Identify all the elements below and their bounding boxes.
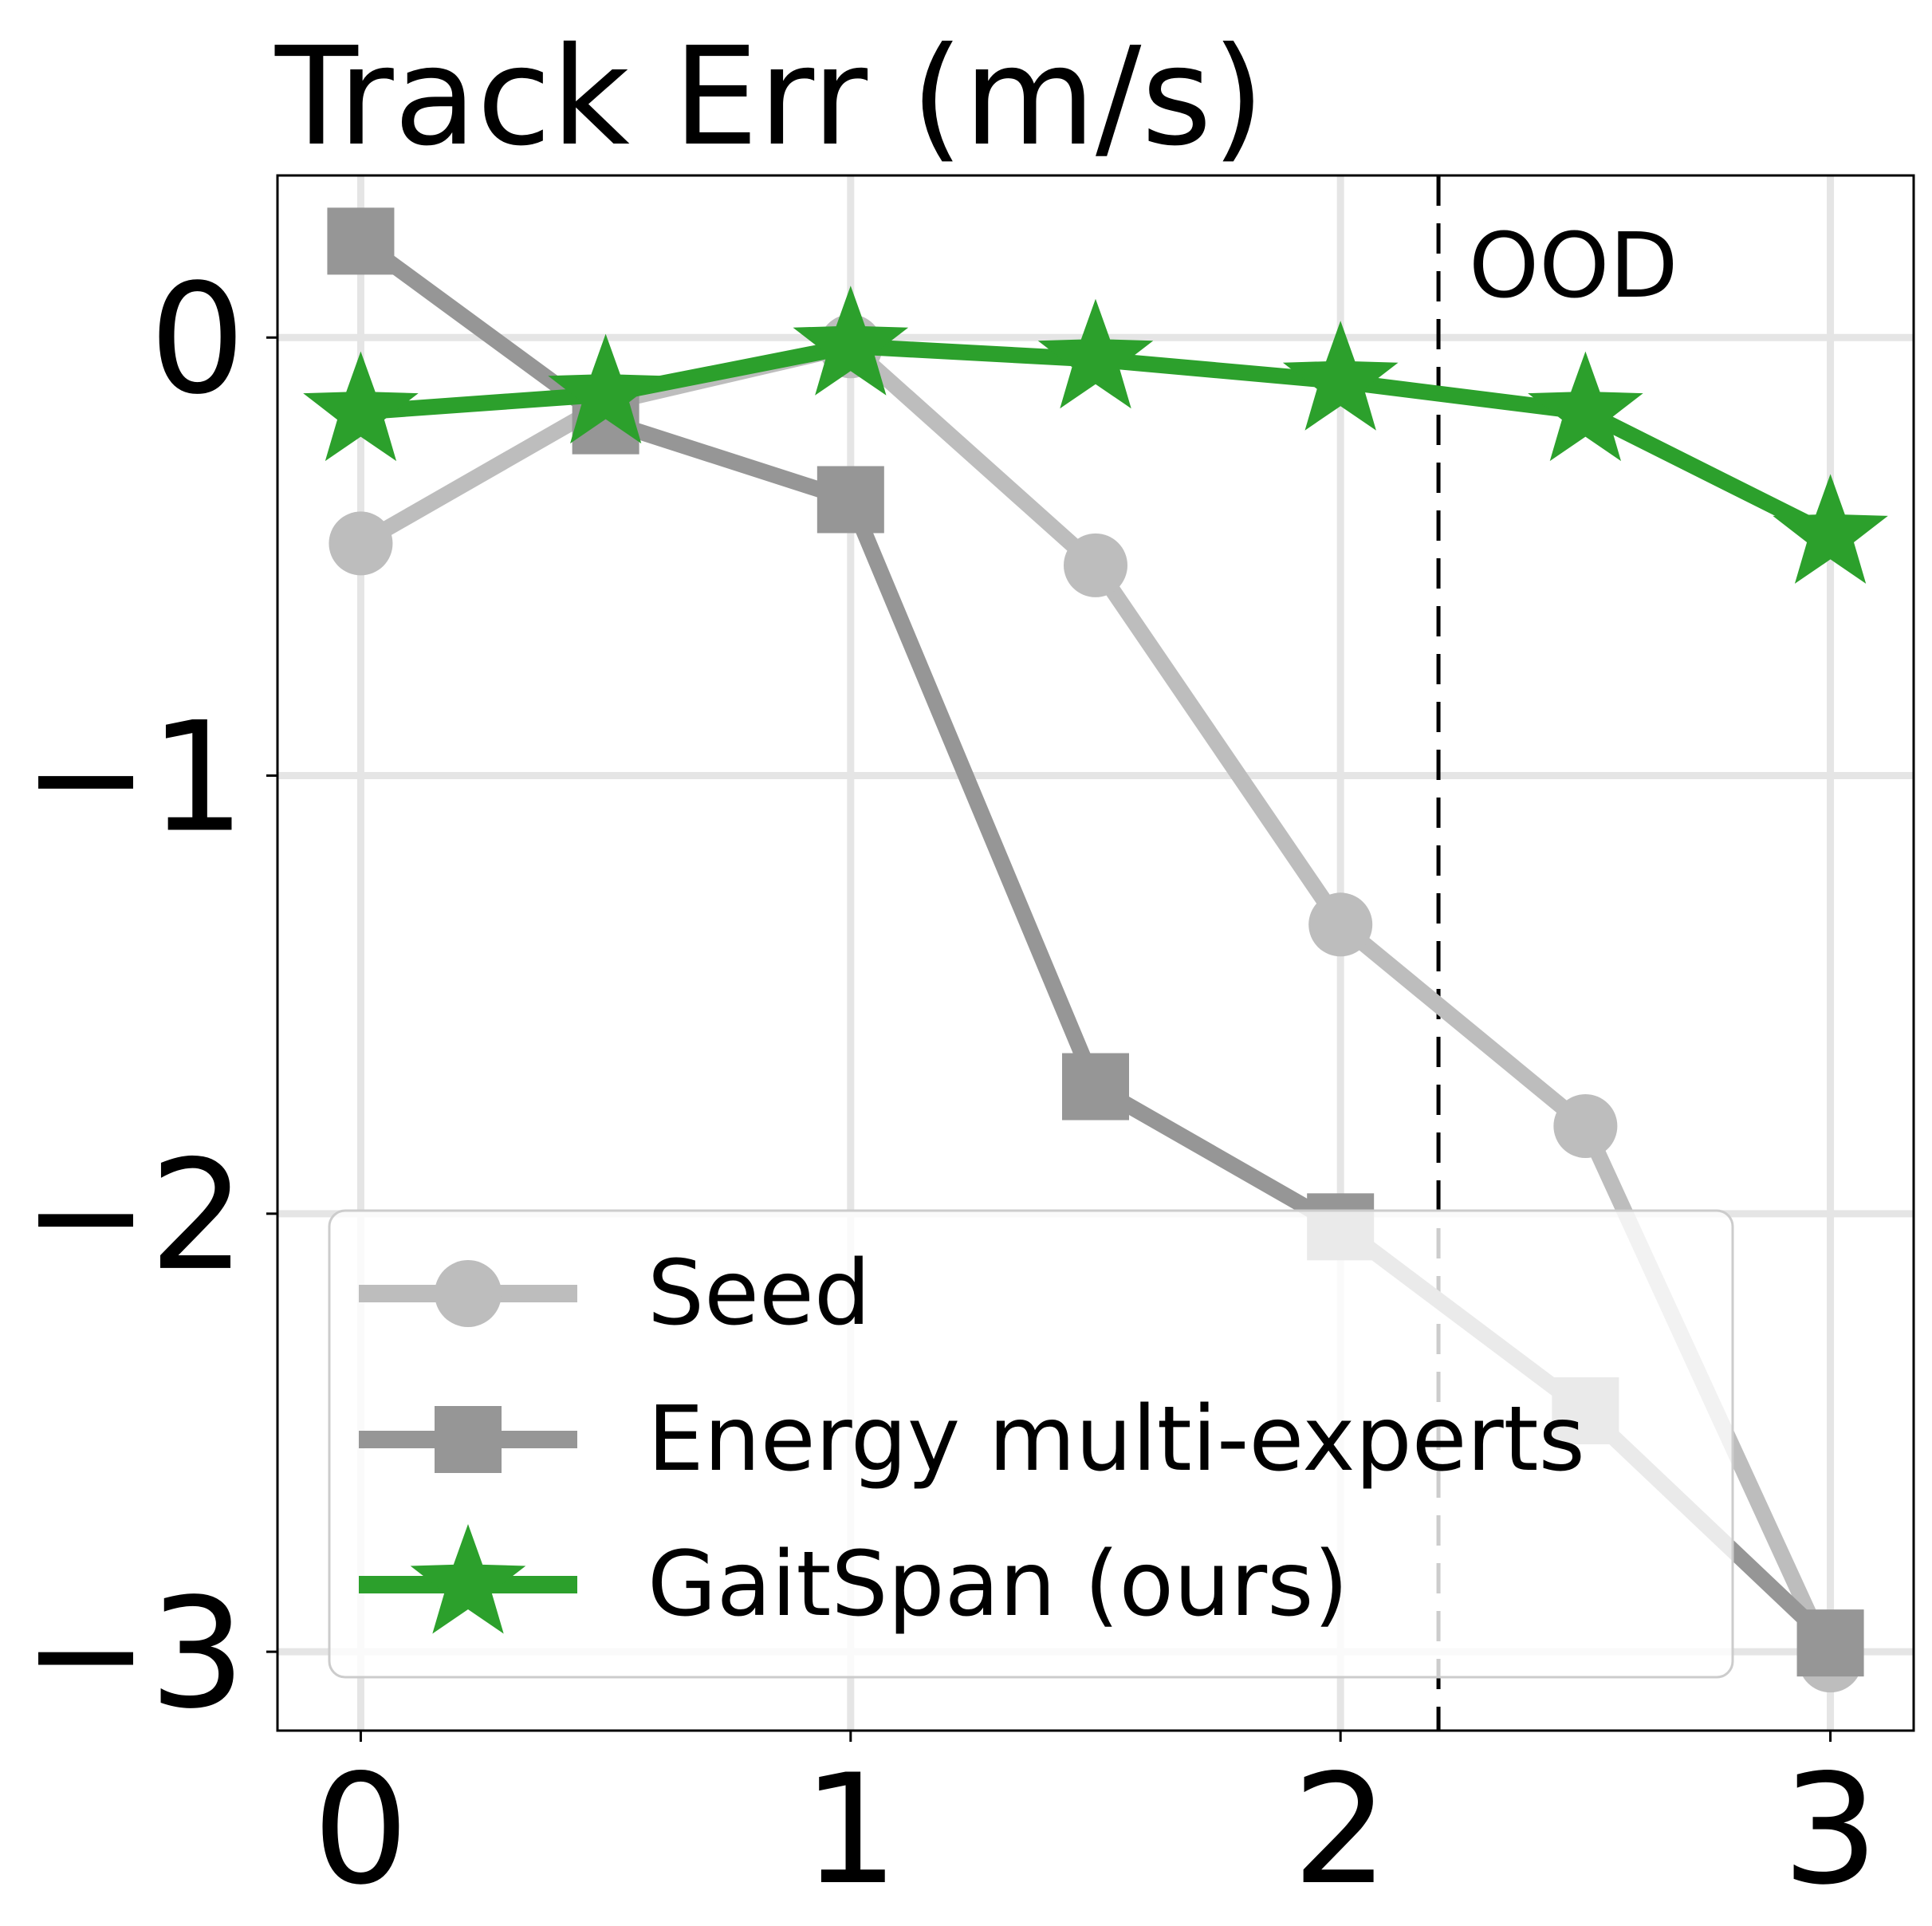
x-tick-label: 1 [802, 1742, 899, 1918]
data-point-seed [1064, 533, 1127, 597]
legend-entry-gaitspan: GaitSpan (ours) [359, 1524, 1348, 1637]
data-point-energy-multi-experts [816, 466, 884, 534]
data-point-gaitspan-ours [1773, 474, 1888, 584]
data-point-energy-multi-experts [1062, 1053, 1129, 1121]
y-tick-label: 0 [149, 251, 246, 427]
data-point-energy-multi-experts [1796, 1609, 1864, 1677]
y-tick-label: −3 [22, 1566, 246, 1742]
x-tick-label: 2 [1293, 1742, 1389, 1918]
data-point-seed [1308, 892, 1373, 957]
legend-entry-seed: Seed [359, 1242, 871, 1345]
plot-frame [276, 174, 1915, 1732]
legend-marker-gaitspan [410, 1524, 526, 1634]
legend-label-energy-multi-experts: Energy multi-experts [647, 1388, 1585, 1491]
legend-box [328, 1209, 1734, 1679]
chart-title: Track Err (m/s) [274, 18, 1265, 176]
legend-marker-energy-multi-experts [435, 1406, 502, 1473]
data-point-gaitspan-ours [1528, 351, 1643, 462]
data-point-seed [1553, 1093, 1618, 1158]
data-point-gaitspan-ours [548, 333, 663, 444]
data-point-gaitspan-ours [1282, 321, 1399, 431]
data-point-gaitspan-ours [793, 286, 909, 396]
y-tick-label: −1 [22, 690, 246, 866]
legend-label-gaitspan: GaitSpan (ours) [647, 1533, 1348, 1637]
legend-label-seed: Seed [647, 1242, 871, 1345]
series-gaitspan-ours [303, 286, 1888, 584]
data-point-seed [329, 511, 393, 576]
ood-label: OOD [1469, 215, 1678, 318]
x-tick-label: 0 [313, 1742, 409, 1918]
y-tick-label: −2 [22, 1128, 246, 1304]
data-point-gaitspan-ours [1037, 298, 1154, 409]
legend-entry-energy-multi-experts: Energy multi-experts [359, 1388, 1585, 1491]
x-tick-label: 3 [1782, 1742, 1879, 1918]
data-point-energy-multi-experts [327, 207, 395, 275]
legend-marker-seed [435, 1260, 502, 1327]
axis-ticks: 0 1 2 3 0 −1 −2 −3 [22, 251, 1879, 1918]
data-point-gaitspan-ours [303, 351, 419, 462]
legend: Seed Energy multi-experts GaitSpan (ours… [328, 1209, 1734, 1679]
series-layer [303, 207, 1888, 1693]
